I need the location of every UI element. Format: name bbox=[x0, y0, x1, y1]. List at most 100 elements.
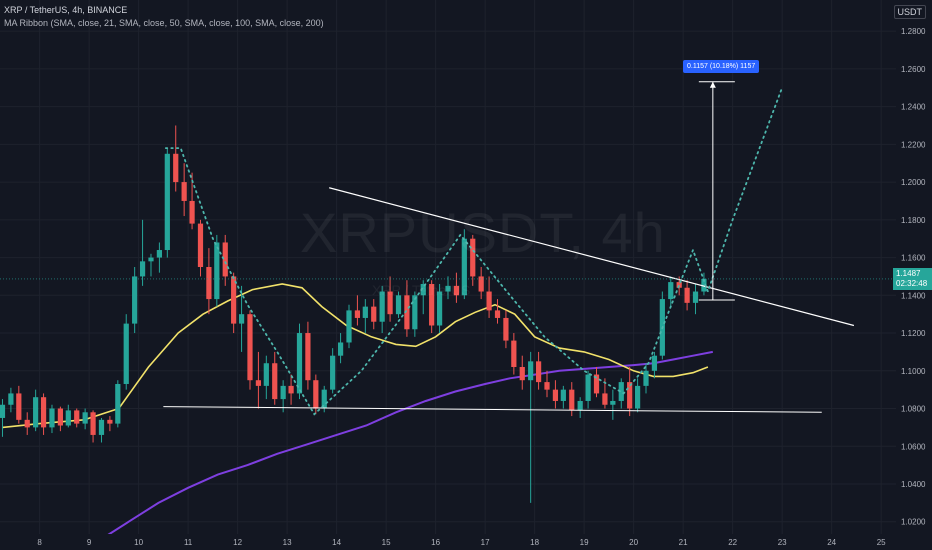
currency-button[interactable]: USDT bbox=[893, 5, 926, 19]
candle-body bbox=[461, 238, 467, 296]
candle bbox=[470, 234, 476, 286]
candle-body bbox=[395, 295, 402, 315]
candle-body bbox=[148, 257, 154, 262]
candle bbox=[684, 280, 690, 311]
candle-body bbox=[511, 340, 517, 368]
candle bbox=[486, 276, 492, 318]
candle-body bbox=[24, 419, 30, 428]
candle-body bbox=[305, 333, 311, 381]
candle-body bbox=[651, 355, 658, 371]
grid bbox=[0, 0, 896, 534]
candle-body bbox=[569, 389, 575, 411]
candle-body bbox=[255, 380, 262, 386]
candle bbox=[610, 389, 616, 420]
candle-body bbox=[486, 291, 492, 311]
candle-body bbox=[0, 404, 6, 418]
candle-body bbox=[577, 400, 583, 411]
candle bbox=[436, 283, 443, 334]
candle-body bbox=[90, 412, 96, 435]
candle bbox=[387, 276, 393, 322]
candle-body bbox=[139, 261, 146, 277]
candle-body bbox=[173, 153, 179, 183]
y-tick-label: 1.0200 bbox=[901, 518, 926, 527]
candle bbox=[148, 253, 154, 277]
candle bbox=[337, 333, 344, 364]
candle-body bbox=[602, 393, 608, 405]
candle-body bbox=[585, 374, 591, 401]
x-tick-label: 23 bbox=[778, 538, 787, 547]
candle bbox=[90, 410, 96, 443]
candle bbox=[40, 393, 47, 435]
candle-body bbox=[16, 393, 22, 420]
candle bbox=[181, 163, 187, 217]
candle-body bbox=[535, 361, 542, 383]
candle-body bbox=[337, 342, 344, 356]
candle bbox=[692, 283, 699, 315]
candle-body bbox=[115, 383, 121, 424]
y-tick-label: 1.2000 bbox=[901, 178, 926, 187]
candle bbox=[618, 378, 624, 409]
x-tick-label: 25 bbox=[877, 538, 886, 547]
candle bbox=[544, 370, 550, 398]
y-tick-label: 1.0800 bbox=[901, 405, 926, 414]
candle bbox=[445, 276, 451, 300]
time-axis: 8 9 10 11 12 13 14 15 16 17 18 19 20 21 22 23 24 25 bbox=[0, 534, 932, 550]
ma-200-line bbox=[98, 350, 713, 542]
candle-body bbox=[107, 419, 113, 424]
symbol-watermark-sub: XRP / TetherUS bbox=[372, 282, 471, 298]
candle-body bbox=[627, 382, 633, 409]
candle bbox=[362, 299, 368, 334]
candle bbox=[16, 385, 22, 424]
measure-label[interactable]: 0.1157 (10.18%) 1157 bbox=[683, 60, 760, 73]
candle-body bbox=[206, 267, 212, 300]
candle-body bbox=[684, 287, 690, 303]
candle-body bbox=[40, 397, 47, 428]
candle-body bbox=[470, 238, 476, 277]
candle-body bbox=[222, 242, 228, 277]
candle-body bbox=[692, 291, 699, 303]
candle bbox=[272, 351, 278, 405]
candle-body bbox=[387, 291, 393, 315]
candle-body bbox=[634, 385, 641, 409]
candle bbox=[330, 348, 336, 394]
indicator-title[interactable]: MA Ribbon (SMA, close, 21, SMA, close, 5… bbox=[4, 18, 324, 28]
x-tick-label: 8 bbox=[37, 538, 42, 547]
candle-body bbox=[33, 397, 39, 428]
candle bbox=[305, 321, 311, 390]
candle-body bbox=[528, 361, 534, 381]
candle-body bbox=[362, 306, 368, 318]
candle bbox=[569, 382, 575, 417]
x-tick-label: 16 bbox=[431, 538, 440, 547]
last-price: 1.1487 bbox=[896, 269, 921, 278]
candle bbox=[535, 351, 542, 390]
candle bbox=[503, 310, 509, 349]
y-tick-label: 1.1000 bbox=[901, 367, 926, 376]
candle bbox=[560, 385, 566, 409]
candle bbox=[528, 351, 534, 503]
x-tick-label: 11 bbox=[184, 538, 193, 547]
candle bbox=[231, 272, 237, 334]
candle-body bbox=[181, 182, 187, 201]
candle-body bbox=[544, 382, 550, 390]
measure-arrow-head bbox=[709, 81, 716, 88]
candle bbox=[107, 416, 113, 432]
candle bbox=[82, 408, 88, 430]
candle bbox=[74, 408, 80, 428]
candle-body bbox=[519, 367, 525, 381]
symbol-title[interactable]: XRP / TetherUS, 4h, BINANCE bbox=[4, 5, 128, 15]
x-tick-label: 10 bbox=[134, 538, 143, 547]
candle bbox=[123, 314, 129, 390]
projection-path bbox=[164, 86, 783, 416]
candle-body bbox=[478, 276, 484, 292]
x-tick-label: 21 bbox=[679, 538, 688, 547]
candle bbox=[404, 280, 410, 337]
candle bbox=[33, 389, 39, 432]
x-tick-label: 12 bbox=[233, 538, 242, 547]
candle bbox=[132, 267, 138, 334]
candle bbox=[643, 363, 649, 394]
chart-legend: XRP / TetherUS, 4h, BINANCE MA Ribbon (S… bbox=[4, 4, 324, 30]
candle bbox=[346, 304, 352, 349]
y-tick-label: 1.1400 bbox=[901, 291, 926, 300]
y-tick-label: 1.0600 bbox=[901, 442, 926, 451]
